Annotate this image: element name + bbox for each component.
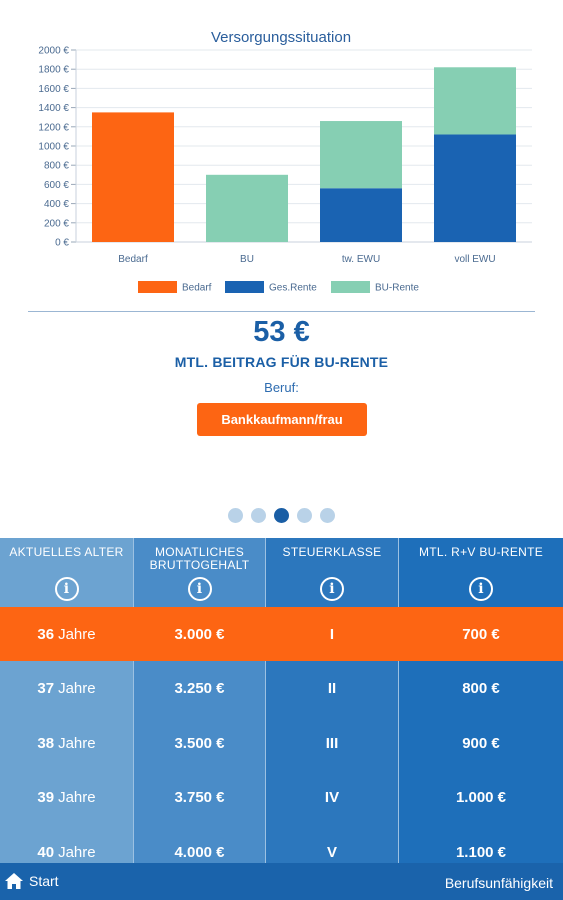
pension-cell: 900 €	[462, 734, 500, 752]
legend-label: BU-Rente	[375, 283, 419, 294]
y-tick-label: 2000 €	[38, 46, 69, 57]
salary-cell: 3.750 €	[174, 788, 225, 806]
legend-label: Bedarf	[182, 283, 212, 294]
pension-cell: 700 €	[462, 625, 500, 643]
legend-swatch	[331, 281, 370, 293]
x-category-label: Bedarf	[118, 254, 148, 265]
occupation-button[interactable]: Bankkaufmann/frau	[197, 403, 367, 436]
column-separator	[133, 538, 134, 863]
y-tick-label: 1400 €	[38, 103, 69, 114]
y-tick-label: 800 €	[44, 161, 69, 172]
table-row[interactable]: 37 Jahre 3.250 € II 800 €	[0, 661, 563, 715]
column-separator	[265, 538, 266, 863]
coverage-chart: Versorgungssituation 2000 € 1800 € 1600 € 14…	[0, 0, 563, 300]
bar-ges-rente	[434, 134, 516, 242]
age-unit: Jahre	[58, 788, 96, 806]
tax-class-cell: V	[326, 843, 337, 861]
header-pension-label: MTL. R+V BU-RENTE	[418, 545, 544, 559]
age-unit: Jahre	[58, 679, 96, 697]
legend-label: Ges.Rente	[269, 283, 317, 294]
tax-class-cell: II	[327, 679, 337, 697]
page-dot[interactable]	[251, 508, 266, 523]
bar-bu-rente	[434, 67, 516, 135]
home-label: Start	[29, 873, 59, 889]
info-icon[interactable]: i	[54, 577, 79, 601]
chart-title: Versorgungssituation	[211, 29, 351, 46]
y-tick-label: 1600 €	[38, 84, 69, 95]
header-pension: MTL. R+V BU-RENTE i	[399, 538, 563, 606]
salary-cell: 4.000 €	[174, 843, 225, 861]
age-cell: 36 Jahre	[0, 607, 133, 661]
y-tick-label: 1800 €	[38, 65, 69, 76]
table-row[interactable]: 39 Jahre 3.750 € IV 1.000 €	[0, 770, 563, 824]
bar-bu-rente	[206, 174, 288, 242]
header-age: AKTUELLES ALTER i	[0, 538, 133, 606]
column-separator	[398, 538, 399, 863]
age-unit: Jahre	[58, 734, 96, 752]
tax-class-cell: IV	[324, 788, 340, 806]
age-unit: Jahre	[58, 625, 96, 643]
age-cell: 39 Jahre	[0, 770, 133, 824]
y-tick-label: 1200 €	[38, 122, 69, 133]
age-value: 40	[37, 843, 55, 861]
info-icon[interactable]: i	[320, 577, 344, 601]
y-tick-label: 400 €	[44, 199, 69, 210]
salary-cell: 3.000 €	[174, 625, 225, 643]
pension-cell: 1.100 €	[455, 843, 507, 861]
section-divider	[28, 311, 535, 312]
x-category-label: tw. EWU	[342, 254, 380, 265]
age-value: 39	[37, 788, 55, 806]
premium-amount: 53 €	[253, 316, 310, 348]
y-tick-label: 600 €	[44, 180, 69, 191]
pension-cell: 1.000 €	[455, 788, 507, 806]
age-unit: Jahre	[58, 843, 96, 861]
section-title: Berufsunfähigkeit	[444, 875, 553, 891]
age-cell: 40 Jahre	[0, 825, 133, 879]
home-button[interactable]: Start	[5, 873, 59, 889]
legend-swatch	[225, 281, 264, 293]
age-value: 38	[37, 734, 55, 752]
age-value: 36	[37, 625, 55, 643]
occupation-label: Beruf:	[264, 380, 299, 395]
bar-bedarf	[92, 112, 174, 243]
page-dot-active[interactable]	[274, 508, 289, 523]
salary-cell: 3.500 €	[174, 734, 225, 752]
x-category-label: BU	[240, 254, 254, 265]
y-tick-label: 1000 €	[38, 142, 69, 153]
tax-class-cell: III	[325, 734, 339, 752]
premium-label: MTL. BEITRAG FÜR BU-RENTE	[174, 354, 389, 370]
pension-cell: 800 €	[462, 679, 500, 697]
page-dot[interactable]	[297, 508, 312, 523]
header-tax-class: STEUERKLASSE i	[266, 538, 398, 606]
page-dot[interactable]	[228, 508, 243, 523]
x-category-label: voll EWU	[454, 254, 495, 265]
scenario-table: AKTUELLES ALTER i MONATLICHES BRUTTOGEHA…	[0, 538, 563, 863]
page-dot[interactable]	[320, 508, 335, 523]
home-icon	[5, 873, 23, 889]
tax-class-cell: I	[329, 625, 335, 643]
age-cell: 38 Jahre	[0, 716, 133, 770]
chart-svg: Versorgungssituation 2000 € 1800 € 1600 € 14…	[38, 29, 532, 294]
bar-ges-rente	[320, 188, 402, 242]
bottom-nav-bar: Start Berufsunfähigkeit	[0, 863, 563, 900]
age-cell: 37 Jahre	[0, 661, 133, 715]
y-tick-label: 0 €	[55, 238, 69, 249]
header-age-label: AKTUELLES ALTER	[9, 545, 124, 559]
header-tax-class-label: STEUERKLASSE	[282, 545, 382, 559]
legend-swatch	[138, 281, 177, 293]
age-value: 37	[37, 679, 55, 697]
page-indicator	[0, 508, 563, 523]
table-row-selected[interactable]: 36 Jahre 3.000 € I 700 €	[0, 607, 563, 661]
header-salary: MONATLICHES BRUTTOGEHALT i	[134, 538, 265, 606]
info-icon[interactable]: i	[187, 577, 212, 601]
salary-cell: 3.250 €	[174, 679, 225, 697]
header-salary-label: MONATLICHES BRUTTOGEHALT	[149, 545, 250, 572]
table-row[interactable]: 38 Jahre 3.500 € III 900 €	[0, 716, 563, 770]
bar-bu-rente	[320, 121, 402, 189]
info-icon[interactable]: i	[469, 577, 493, 601]
y-tick-label: 200 €	[44, 218, 69, 229]
table-row[interactable]: 40 Jahre 4.000 € V 1.100 €	[0, 825, 563, 879]
